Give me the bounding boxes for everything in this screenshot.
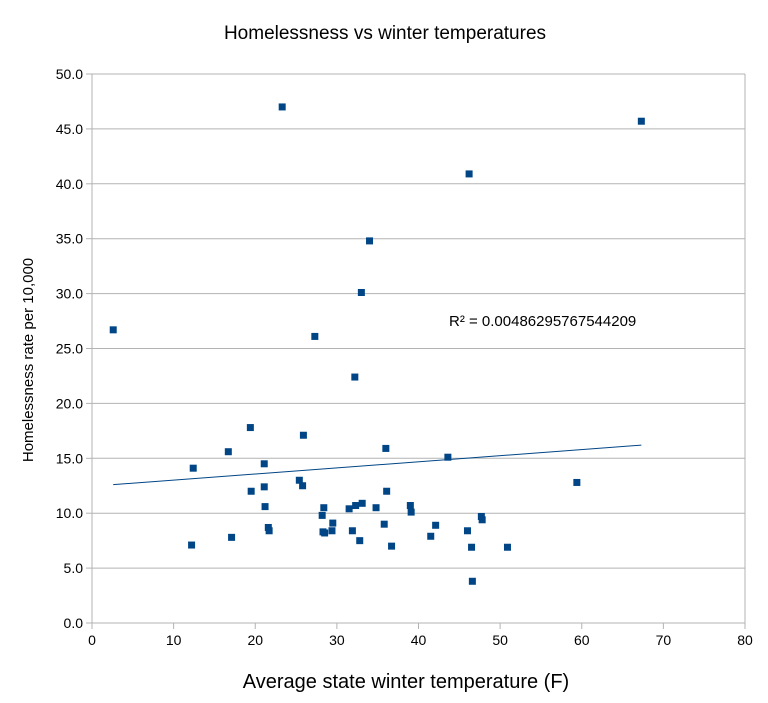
- trendline: [113, 444, 642, 486]
- chart-title: Homelessness vs winter temperatures: [224, 23, 546, 44]
- y-axis-label: Homelessness rate per 10,000: [20, 258, 37, 462]
- x-tick-label: 10: [166, 632, 182, 648]
- y-tick-label: 50.0: [56, 66, 83, 82]
- data-point: [311, 332, 319, 340]
- data-point: [406, 502, 414, 510]
- y-tick-label: 5.0: [64, 560, 84, 576]
- data-point: [247, 487, 255, 495]
- data-point: [468, 543, 476, 551]
- data-point: [188, 541, 196, 549]
- x-tick-labels: 0 10 20 30 40 50 60 70 80: [88, 623, 753, 648]
- data-point: [278, 103, 286, 111]
- y-tick-label: 30.0: [56, 286, 83, 302]
- data-point: [345, 505, 353, 513]
- data-point: [637, 117, 645, 125]
- data-point: [357, 289, 365, 297]
- data-point: [427, 532, 435, 540]
- x-tick-label: 50: [492, 632, 508, 648]
- data-point: [328, 527, 336, 535]
- data-point: [351, 373, 359, 381]
- x-tick-label: 70: [656, 632, 672, 648]
- y-tick-label: 0.0: [64, 615, 84, 631]
- x-tick-label: 20: [247, 632, 263, 648]
- data-point: [503, 543, 511, 551]
- data-point: [228, 533, 236, 541]
- data-point: [329, 519, 337, 527]
- data-point: [463, 527, 471, 535]
- data-point: [465, 170, 473, 178]
- data-point: [318, 511, 326, 519]
- data-point: [299, 482, 307, 490]
- x-axis-label: Average state winter temperature (F): [243, 671, 569, 693]
- data-point: [383, 487, 391, 495]
- data-point: [246, 424, 254, 432]
- data-points: [109, 103, 645, 585]
- data-point: [320, 504, 328, 512]
- x-tick-label: 30: [329, 632, 345, 648]
- y-tick-label: 10.0: [56, 505, 83, 521]
- trendline-group: [113, 444, 642, 486]
- data-point: [352, 502, 360, 510]
- x-tick-label: 40: [411, 632, 427, 648]
- data-point: [265, 527, 273, 535]
- data-point: [382, 444, 390, 452]
- x-tick-label: 0: [88, 632, 96, 648]
- y-tick-label: 40.0: [56, 176, 83, 192]
- y-tick-label: 35.0: [56, 231, 83, 247]
- data-point: [478, 516, 486, 524]
- data-point: [444, 453, 452, 461]
- x-tick-label: 60: [574, 632, 590, 648]
- data-point: [260, 483, 268, 491]
- r-squared-annotation: R² = 0.00486295767544209: [449, 313, 636, 330]
- data-point: [366, 237, 374, 245]
- data-point: [295, 476, 303, 484]
- data-point: [372, 504, 380, 512]
- data-point: [468, 577, 476, 585]
- data-point: [388, 542, 396, 550]
- y-tick-labels: 0.0 5.0 10.0 15.0 20.0 25.0 30.0 35.0 40.0 45.0 50…: [56, 66, 92, 631]
- data-point: [109, 326, 117, 334]
- data-point: [348, 527, 356, 535]
- data-point: [573, 478, 581, 486]
- x-tick-label: 80: [737, 632, 753, 648]
- data-point: [321, 529, 329, 537]
- data-point: [261, 503, 269, 511]
- y-tick-label: 45.0: [56, 121, 83, 137]
- y-tick-label: 20.0: [56, 395, 83, 411]
- y-tick-label: 25.0: [56, 341, 83, 357]
- data-point: [356, 537, 364, 545]
- data-point: [380, 520, 388, 528]
- data-point: [432, 521, 440, 529]
- gridlines: [92, 73, 745, 569]
- data-point: [189, 464, 197, 472]
- data-point: [224, 448, 232, 456]
- data-point: [260, 460, 268, 468]
- data-point: [299, 431, 307, 439]
- data-point: [358, 499, 366, 507]
- data-point: [407, 508, 415, 516]
- y-tick-label: 15.0: [56, 450, 83, 466]
